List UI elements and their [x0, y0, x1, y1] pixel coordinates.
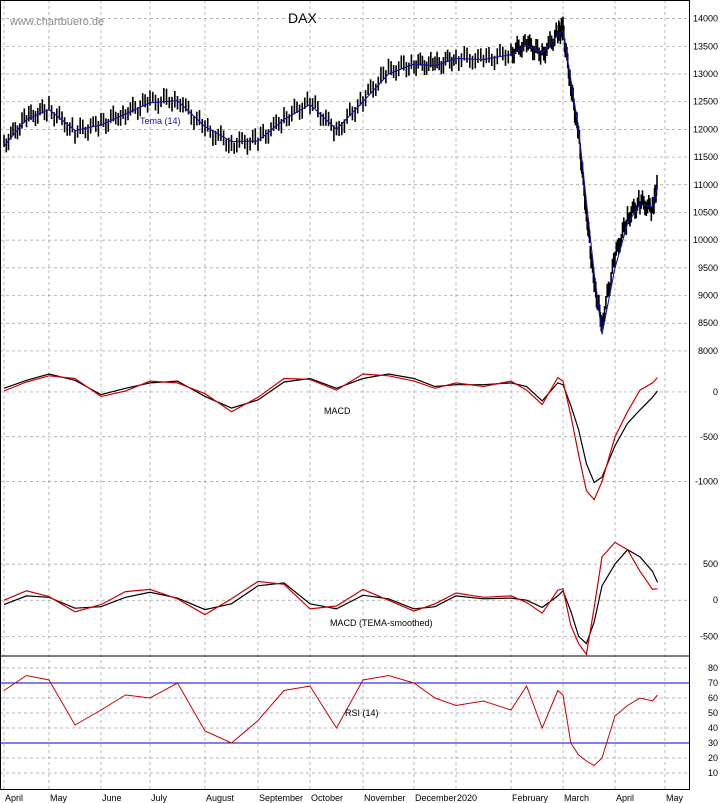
month-label: October — [311, 793, 343, 803]
y-tick-label: 14000 — [693, 14, 718, 24]
rsi-label: RSI (14) — [345, 708, 379, 718]
y-tick-label: 13500 — [693, 41, 718, 51]
month-label: May — [666, 793, 684, 803]
y-tick-label: 30 — [708, 738, 718, 748]
x-axis-months: April May June July August September October No… — [5, 793, 684, 803]
y-tick-label: -500 — [700, 631, 718, 641]
y-tick-label: 13000 — [693, 69, 718, 79]
y-tick-label: 10000 — [693, 235, 718, 245]
rsi-line — [3, 674, 658, 767]
month-label: April — [616, 793, 634, 803]
y-axis-labels: 8000850090009500100001050011000115001200… — [693, 14, 718, 778]
month-label: June — [102, 793, 122, 803]
y-tick-label: 50 — [708, 708, 718, 718]
y-tick-label: 8000 — [698, 346, 718, 356]
month-label: April — [5, 793, 23, 803]
month-label: February — [512, 793, 549, 803]
tema-label: Tema (14) — [140, 116, 181, 126]
grid — [0, 0, 689, 790]
y-tick-label: 9500 — [698, 263, 718, 273]
y-tick-label: 11000 — [694, 180, 718, 190]
month-label: May — [50, 793, 68, 803]
y-tick-label: 8500 — [698, 318, 718, 328]
y-tick-label: 9000 — [698, 291, 718, 301]
month-label: March — [564, 793, 589, 803]
series — [0, 16, 689, 767]
signal-line — [3, 541, 658, 656]
macd-line — [3, 548, 659, 645]
month-label: August — [206, 793, 235, 803]
y-tick-label: 40 — [708, 723, 718, 733]
signal-line — [3, 373, 658, 501]
y-tick-label: 10500 — [693, 207, 718, 217]
month-label: July — [151, 793, 168, 803]
macd-label: MACD — [324, 406, 351, 416]
y-tick-label: 0 — [713, 595, 718, 605]
y-tick-label: -1000 — [695, 477, 718, 487]
site-watermark: www.chartbuero.de — [9, 16, 104, 28]
y-tick-label: 10 — [708, 768, 718, 778]
month-label: November — [364, 793, 406, 803]
y-tick-label: 80 — [708, 663, 718, 673]
macd-tema-label: MACD (TEMA-smoothed) — [330, 618, 433, 628]
month-label: September — [259, 793, 303, 803]
chart-title: DAX — [288, 10, 317, 26]
y-tick-label: 12000 — [693, 124, 718, 134]
y-tick-label: 20 — [708, 753, 718, 763]
panel-frames — [0, 0, 690, 790]
y-tick-label: 11500 — [694, 152, 718, 162]
month-label: December — [415, 793, 457, 803]
month-label: 2020 — [457, 793, 477, 803]
tema-line — [3, 29, 659, 335]
y-tick-label: 70 — [708, 678, 718, 688]
macd-line — [3, 373, 658, 484]
y-tick-label: 500 — [703, 559, 718, 569]
y-tick-label: 60 — [708, 693, 718, 703]
y-tick-label: -500 — [700, 432, 718, 442]
y-tick-label: 0 — [713, 387, 718, 397]
y-tick-label: 12500 — [693, 97, 718, 107]
plot-frame — [0, 0, 690, 790]
